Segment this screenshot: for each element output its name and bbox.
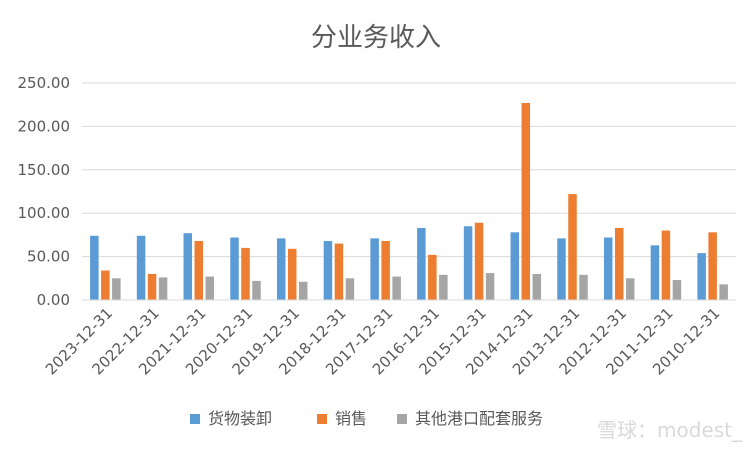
bar xyxy=(392,276,401,300)
legend-swatch xyxy=(397,414,407,424)
bar xyxy=(205,276,215,300)
bar xyxy=(463,226,473,300)
y-tick-label: 50.00 xyxy=(27,248,70,266)
legend: 货物装卸 销售 其他港口配套服务 xyxy=(190,409,543,428)
bar xyxy=(323,240,333,300)
chart-title: 分业务收入 xyxy=(311,23,441,53)
bars xyxy=(90,102,728,301)
bar xyxy=(334,243,344,300)
y-tick-label: 150.00 xyxy=(18,161,71,179)
x-axis: 2023-12-312022-12-312021-12-312020-12-31… xyxy=(42,299,736,378)
bar xyxy=(661,230,671,300)
bar xyxy=(417,227,426,300)
bar xyxy=(532,273,542,300)
bar xyxy=(287,248,297,300)
bar xyxy=(345,278,355,300)
legend-label: 货物装卸 xyxy=(208,409,272,428)
bar xyxy=(708,232,717,300)
bar xyxy=(241,247,250,300)
bar xyxy=(194,240,204,300)
bar xyxy=(276,238,286,300)
y-tick-label: 200.00 xyxy=(18,117,71,135)
y-tick-label: 250.00 xyxy=(18,74,71,92)
bar xyxy=(112,278,121,300)
y-axis: 0.00 50.00 100.00 150.00 200.00 250.00 xyxy=(18,74,71,309)
watermark-text: 雪球：modest_ xyxy=(597,418,743,442)
grid-lines xyxy=(82,82,736,301)
bar xyxy=(158,277,168,300)
bar xyxy=(510,232,520,300)
bar xyxy=(474,222,484,300)
bar xyxy=(439,274,448,300)
bar xyxy=(485,273,495,300)
legend-label: 销售 xyxy=(335,409,367,428)
bar xyxy=(230,237,239,300)
bar xyxy=(428,254,437,300)
bar xyxy=(381,240,390,300)
bar xyxy=(603,237,613,300)
bar xyxy=(568,194,577,300)
bar xyxy=(136,235,146,300)
y-tick-label: 100.00 xyxy=(18,204,71,222)
bar xyxy=(370,238,379,300)
bar xyxy=(183,233,193,300)
bar xyxy=(625,278,635,300)
bar xyxy=(298,281,308,300)
bar xyxy=(521,102,531,301)
bar xyxy=(697,253,706,300)
legend-swatch xyxy=(190,414,200,424)
y-tick-label: 0.00 xyxy=(37,291,70,309)
bar xyxy=(557,238,566,300)
bar xyxy=(252,280,261,300)
legend-label: 其他港口配套服务 xyxy=(415,409,543,428)
bar xyxy=(90,235,99,300)
bar xyxy=(719,284,728,300)
legend-swatch xyxy=(317,414,327,424)
bar xyxy=(650,245,660,300)
bar xyxy=(579,274,588,300)
bar xyxy=(101,270,110,300)
bar xyxy=(672,280,682,300)
bar xyxy=(614,227,624,300)
bar xyxy=(147,273,157,300)
